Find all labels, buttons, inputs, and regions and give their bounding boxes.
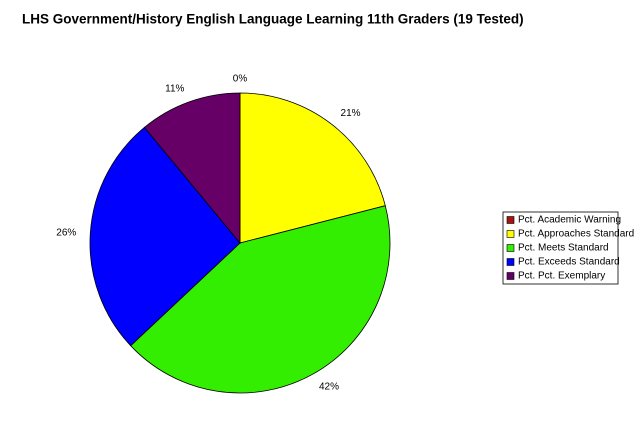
legend-label: Pct. Academic Warning <box>518 215 621 226</box>
pie-slice <box>89 126 241 347</box>
legend-swatch <box>506 244 515 252</box>
legend-swatch <box>506 216 515 224</box>
legend-swatch <box>506 230 515 238</box>
legend-swatch <box>506 258 515 266</box>
legend-label: Pct. Meets Standard <box>518 243 609 254</box>
data-label: 21% <box>341 108 361 119</box>
legend-box <box>502 211 619 285</box>
legend-swatch <box>506 272 515 280</box>
data-label: 26% <box>56 227 76 238</box>
pie-slice <box>143 92 241 245</box>
data-label: 42% <box>319 381 339 392</box>
legend-label: Pct. Pct. Exemplary <box>518 271 605 282</box>
data-label: 0% <box>233 74 248 85</box>
pie-slice <box>239 92 386 244</box>
chart-title: LHS Government/History English Language … <box>22 12 524 27</box>
pie-slice <box>130 205 391 394</box>
legend-label: Pct. Exceeds Standard <box>518 257 620 268</box>
data-label: 11% <box>165 83 184 94</box>
legend-label: Pct. Approaches Standard <box>518 229 634 240</box>
